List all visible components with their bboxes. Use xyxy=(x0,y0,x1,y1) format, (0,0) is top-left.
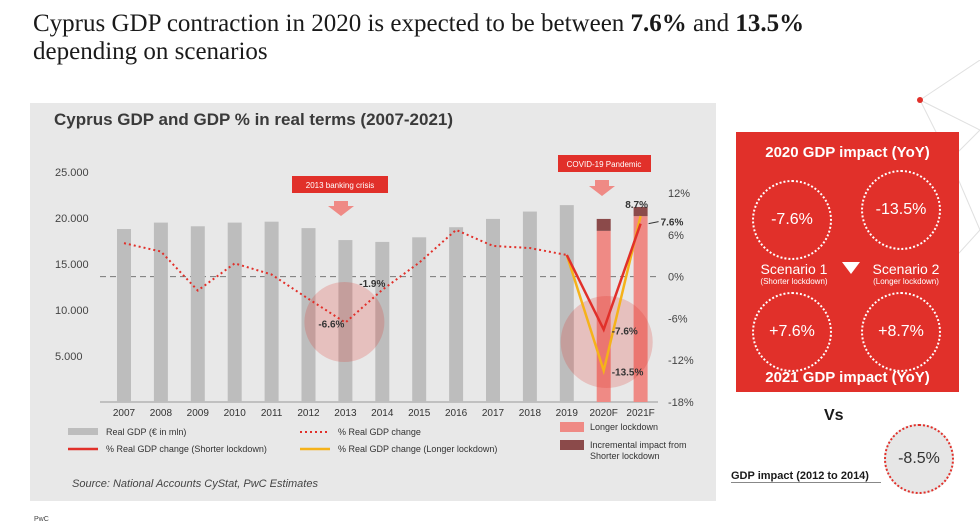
right-tick-label: 12% xyxy=(668,188,690,200)
chart-title: Cyprus GDP and GDP % in real terms (2007… xyxy=(54,110,454,129)
chart-source: Source: National Accounts CyStat, PwC Es… xyxy=(72,478,318,490)
scenario1-name: Scenario 1 xyxy=(760,261,828,277)
title-line-2: depending on scenarios xyxy=(33,38,268,65)
longer-lockdown-line xyxy=(565,215,642,376)
impact-title-2021: 2021 GDP impact (YoY) xyxy=(765,369,930,386)
gdp-bar xyxy=(412,237,427,402)
gdp-bar xyxy=(375,241,390,402)
banking-crisis-text: 2013 banking crisis xyxy=(306,181,374,190)
label-pointer xyxy=(648,221,659,225)
scenario2-label: Scenario 2 (Longer lockdown) xyxy=(856,262,956,287)
scenario2-2020-value: -13.5% xyxy=(861,170,941,250)
shorter-lockdown-line xyxy=(565,223,642,333)
banking-crisis-callout xyxy=(292,176,388,193)
incremental-impact-bar xyxy=(633,206,648,217)
x-tick-label: 2012 xyxy=(297,408,320,419)
legend-swatch-gdp xyxy=(68,428,98,435)
gdp-change-line xyxy=(123,228,567,324)
covid-text: COVID-19 Pandemic xyxy=(567,160,642,169)
gdp-bar xyxy=(301,228,316,402)
longer-lockdown-bar xyxy=(633,216,648,402)
x-tick-label: 2009 xyxy=(187,408,210,419)
page-title: Cyprus GDP contraction in 2020 is expect… xyxy=(33,10,953,66)
data-label: -7.6% xyxy=(612,327,638,338)
x-tick-label: 2019 xyxy=(556,408,579,419)
left-tick-label: 10.000 xyxy=(55,305,89,317)
impact-title-2020: 2020 GDP impact (YoY) xyxy=(765,144,930,161)
right-tick-label: 0% xyxy=(668,272,684,284)
left-tick-label: 25.000 xyxy=(55,167,89,179)
scenario1-label: Scenario 1 (Shorter lockdown) xyxy=(744,262,844,287)
legend-label: Incremental impact from xyxy=(590,440,687,450)
gdp-bar xyxy=(153,222,168,402)
x-tick-label: 2018 xyxy=(519,408,542,419)
scenario1-sub: (Shorter lockdown) xyxy=(760,277,828,286)
vs-label: Vs xyxy=(824,407,844,424)
legend-label: % Real GDP change (Shorter lockdown) xyxy=(106,444,267,454)
banking-crisis-arrow-icon xyxy=(328,201,354,216)
left-tick-label: 15.000 xyxy=(55,259,89,271)
network-node-red xyxy=(917,97,923,103)
covid-callout xyxy=(558,155,651,172)
gdp-bar xyxy=(449,227,464,402)
data-label: -13.5% xyxy=(612,368,644,379)
gdp-impact-underline xyxy=(731,482,881,483)
x-tick-label: 2013 xyxy=(334,408,357,419)
gdp-bar xyxy=(522,211,537,402)
legend-swatch-longer xyxy=(560,422,584,432)
gdp-bar xyxy=(559,205,574,402)
data-label: 8.7% xyxy=(625,200,648,211)
footer-brand: PwC xyxy=(34,516,49,523)
data-label: 7.6% xyxy=(661,218,684,229)
scenario1-2020-value: -7.6% xyxy=(752,180,832,260)
left-tick-label: 20.000 xyxy=(55,213,89,225)
right-tick-label: 6% xyxy=(668,230,684,242)
title-bold-high: 13.5% xyxy=(735,10,805,37)
incremental-impact-bar xyxy=(596,218,611,231)
gdp-bar xyxy=(338,240,353,402)
banking-crisis-highlight xyxy=(304,282,385,362)
x-tick-label: 2010 xyxy=(224,408,247,419)
legend-label: % Real GDP change (Longer lockdown) xyxy=(338,444,497,454)
gdp-bar xyxy=(190,226,205,402)
x-tick-label: 2015 xyxy=(408,408,431,419)
legend-swatch-incremental xyxy=(560,440,584,450)
title-bold-low: 7.6% xyxy=(630,10,687,37)
legend-label: % Real GDP change xyxy=(338,427,421,437)
title-text-and: and xyxy=(686,10,736,37)
x-tick-label: 2021F xyxy=(626,408,654,419)
x-tick-label: 2007 xyxy=(113,408,136,419)
gdp-bar xyxy=(227,222,242,402)
data-label: -6.6% xyxy=(318,320,344,331)
gdp-impact-value: -8.5% xyxy=(884,424,954,494)
scenario1-2021-value: +7.6% xyxy=(752,292,832,372)
gdp-bar xyxy=(117,229,131,402)
gdp-bar xyxy=(264,221,279,402)
x-tick-label: 2011 xyxy=(261,408,283,419)
scenario2-sub: (Longer lockdown) xyxy=(873,277,939,286)
right-tick-label: -6% xyxy=(668,313,688,325)
covid-arrow-icon xyxy=(589,180,615,196)
scenario2-2021-value: +8.7% xyxy=(861,292,941,372)
scenario-arrow-icon xyxy=(842,262,860,274)
x-tick-label: 2014 xyxy=(371,408,394,419)
legend-label: Real GDP (€ in mln) xyxy=(106,427,186,437)
x-tick-label: 2008 xyxy=(150,408,173,419)
legend-label: Shorter lockdown xyxy=(590,451,660,461)
data-label: -1.9% xyxy=(359,279,385,290)
right-tick-label: -12% xyxy=(668,355,694,367)
right-tick-label: -18% xyxy=(668,397,694,409)
x-tick-label: 2017 xyxy=(482,408,505,419)
left-tick-label: 5.000 xyxy=(55,351,83,363)
scenario2-name: Scenario 2 xyxy=(872,261,940,277)
covid-highlight xyxy=(560,296,653,388)
title-text: Cyprus GDP contraction in 2020 is expect… xyxy=(33,10,631,37)
gdp-bar xyxy=(486,218,500,402)
gdp-impact-label: GDP impact (2012 to 2014) xyxy=(731,470,869,482)
x-tick-label: 2020F xyxy=(590,408,618,419)
x-tick-label: 2016 xyxy=(445,408,468,419)
legend-label: Longer lockdown xyxy=(590,422,658,432)
